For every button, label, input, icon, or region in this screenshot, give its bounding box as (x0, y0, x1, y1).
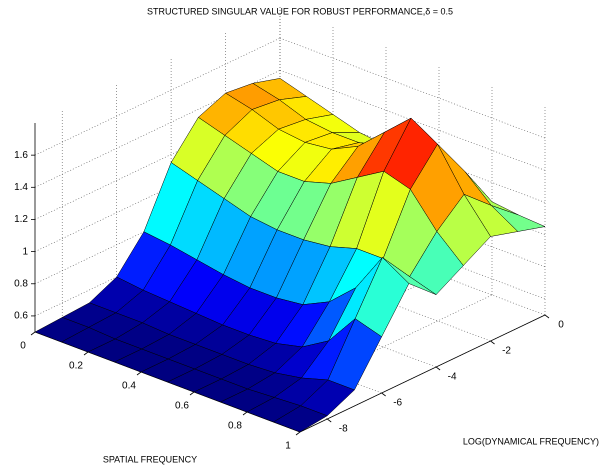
x-tick-label: 0.4 (122, 381, 136, 392)
grid-line (34, 37, 281, 156)
y-axis (299, 314, 546, 433)
grid-line (34, 70, 281, 188)
x-tick (136, 371, 142, 376)
x-tick (242, 411, 248, 416)
x-axis-label: SPATIAL FREQUENCY (103, 454, 197, 464)
x-tick (30, 331, 36, 336)
x-tick-label: 1 (285, 441, 291, 452)
x-tick-label: 0.2 (69, 361, 83, 372)
y-tick-label: -6 (393, 398, 402, 409)
x-tick-label: 0.6 (175, 401, 189, 412)
y-tick-label: -2 (502, 346, 511, 357)
z-tick-label: 1.4 (14, 182, 28, 193)
z-tick-label: 1.2 (14, 214, 28, 225)
z-tick-label: 1.6 (14, 150, 28, 161)
grid-line (279, 37, 546, 139)
x-tick (189, 391, 195, 396)
y-tick-label: -8 (339, 424, 348, 435)
x-tick-label: 0.8 (228, 421, 242, 432)
y-tick (544, 314, 550, 319)
y-axis-label: LOG(DYNAMICAL FREQUENCY) (463, 436, 599, 446)
z-tick-label: 0.6 (14, 311, 28, 322)
x-tick-label: 0 (20, 341, 26, 352)
y-tick-label: 0 (558, 320, 564, 331)
chart-title: STRUCTURED SINGULAR VALUE FOR ROBUST PER… (147, 6, 453, 16)
y-tick (435, 366, 441, 371)
y-tick (490, 340, 495, 345)
grid-line (34, 102, 281, 220)
x-tick (295, 431, 301, 436)
surface-patch (272, 405, 328, 433)
y-tick (381, 392, 386, 397)
x-tick (83, 351, 89, 356)
y-tick-label: -4 (448, 372, 457, 383)
z-tick-label: 1 (22, 246, 28, 257)
y-tick (326, 418, 332, 423)
z-tick-label: 0.8 (14, 278, 28, 289)
grid-line (34, 134, 281, 252)
